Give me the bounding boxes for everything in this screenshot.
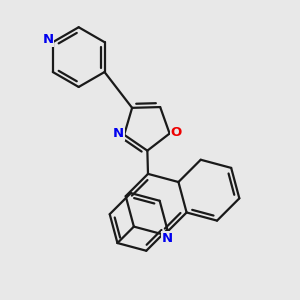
Text: N: N — [42, 33, 53, 46]
Text: N: N — [162, 232, 173, 244]
Text: N: N — [112, 127, 124, 140]
Text: O: O — [171, 126, 182, 140]
